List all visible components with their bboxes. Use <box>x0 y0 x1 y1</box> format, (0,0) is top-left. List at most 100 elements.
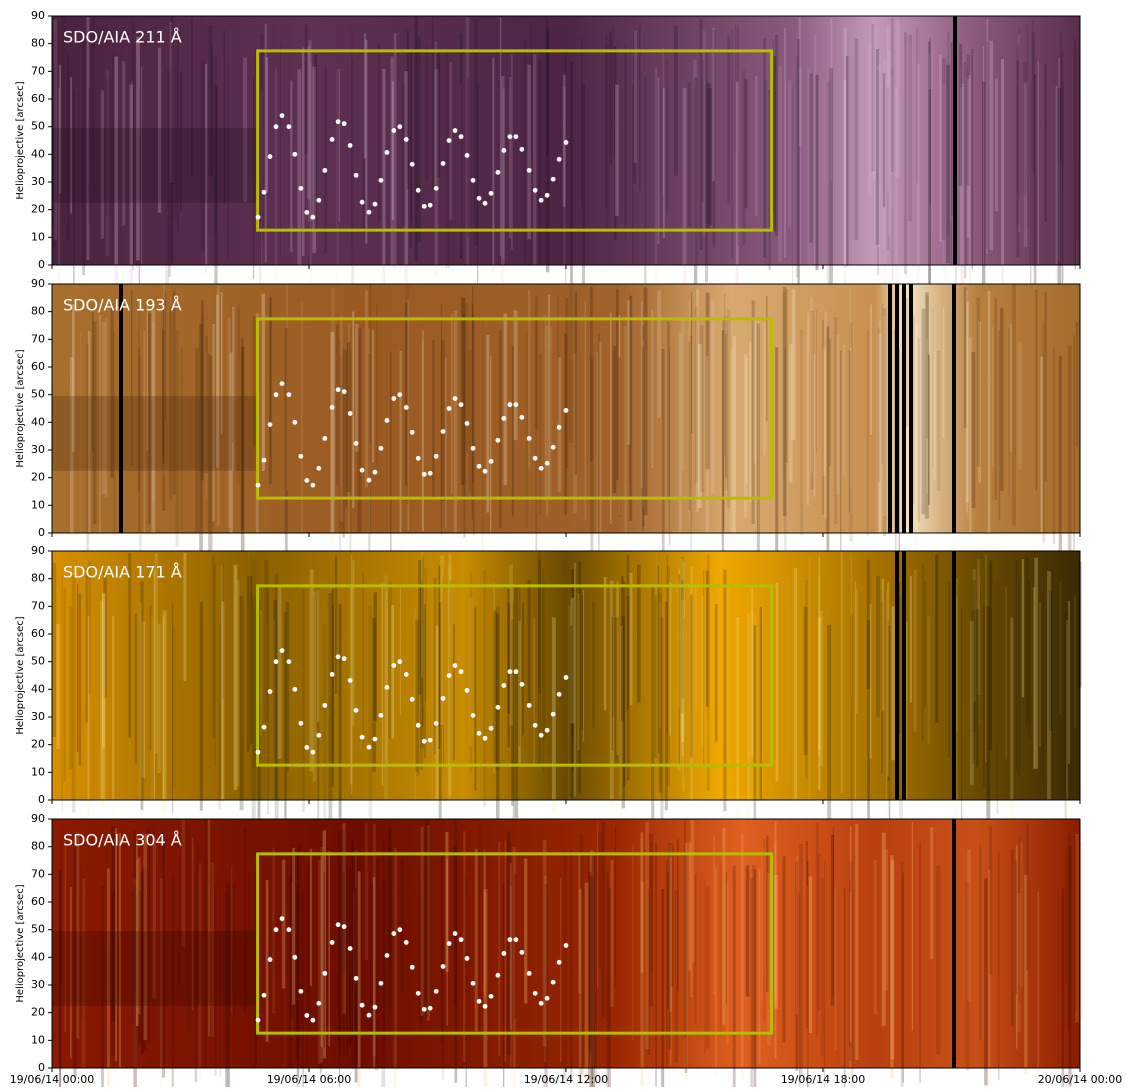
texture-stripe <box>405 285 409 505</box>
texture-stripe <box>677 579 681 771</box>
texture-stripe <box>936 350 941 492</box>
point <box>310 749 316 755</box>
texture-stripe <box>657 290 661 418</box>
texture-stripe <box>179 72 183 211</box>
texture-stripe <box>387 830 391 1016</box>
texture-stripe <box>463 831 466 1063</box>
point <box>488 725 494 731</box>
texture-stripe <box>357 328 362 533</box>
texture-stripe <box>347 342 351 492</box>
texture-stripe <box>136 59 138 268</box>
point <box>322 167 328 173</box>
texture-stripe <box>618 315 621 516</box>
texture-stripe <box>641 301 643 488</box>
texture-stripe <box>128 552 132 738</box>
point <box>310 482 316 488</box>
texture-stripe <box>501 75 505 283</box>
texture-stripe <box>1033 587 1036 769</box>
texture-stripe <box>732 336 736 577</box>
texture-stripe <box>1020 841 1023 987</box>
texture-stripe <box>908 34 913 222</box>
texture-stripe <box>130 289 133 466</box>
texture-stripe <box>745 358 748 485</box>
texture-stripe <box>320 847 324 1063</box>
texture-stripe <box>923 581 927 708</box>
texture-stripe <box>336 324 339 485</box>
texture-stripe <box>731 29 733 259</box>
texture-stripe <box>431 583 434 825</box>
texture-stripe <box>681 557 685 699</box>
texture-stripe <box>951 41 955 217</box>
texture-stripe <box>753 869 757 1091</box>
texture-stripe <box>176 30 179 232</box>
texture-stripe <box>80 865 83 1020</box>
texture-stripe <box>784 28 787 258</box>
point <box>501 148 507 153</box>
texture-stripe <box>569 286 573 443</box>
texture-stripe <box>878 333 882 535</box>
texture-stripe <box>524 858 528 1004</box>
texture-stripe <box>855 588 859 714</box>
texture-stripe <box>421 551 423 678</box>
texture-stripe <box>138 85 140 293</box>
texture-stripe <box>881 601 883 774</box>
texture-stripe <box>695 288 700 513</box>
point <box>255 214 261 220</box>
texture-stripe <box>750 878 753 1091</box>
texture-stripe <box>615 84 619 216</box>
image-texture <box>52 16 1079 331</box>
texture-stripe <box>965 882 970 1071</box>
texture-stripe <box>362 31 365 230</box>
texture-stripe <box>1068 600 1070 764</box>
y-tick-label: 90 <box>31 277 45 290</box>
texture-stripe <box>723 569 727 812</box>
point <box>409 964 415 970</box>
point <box>532 455 538 461</box>
texture-stripe <box>142 867 147 1051</box>
texture-stripe <box>260 609 262 736</box>
texture-stripe <box>807 67 810 278</box>
point <box>279 381 285 386</box>
texture-stripe <box>538 560 541 694</box>
texture-stripe <box>183 552 187 681</box>
texture-stripe <box>985 553 987 763</box>
point <box>495 704 501 710</box>
texture-stripe <box>1008 327 1010 496</box>
texture-stripe <box>452 624 455 761</box>
point <box>513 402 519 408</box>
y-tick-label: 0 <box>38 258 45 271</box>
texture-stripe <box>69 606 73 770</box>
texture-stripe <box>737 26 739 246</box>
texture-stripe <box>302 890 304 1091</box>
texture-stripe <box>331 605 334 765</box>
texture-stripe <box>462 314 466 501</box>
texture-stripe <box>596 822 599 989</box>
texture-stripe <box>982 46 985 270</box>
point <box>261 724 267 730</box>
point <box>501 683 507 688</box>
y-tick-label: 90 <box>31 812 45 825</box>
texture-stripe <box>416 63 419 204</box>
texture-stripe <box>948 582 950 758</box>
texture-stripe <box>507 603 510 748</box>
texture-stripe <box>749 341 752 503</box>
texture-stripe <box>72 89 75 289</box>
data-gap <box>895 551 899 800</box>
texture-stripe <box>1005 586 1007 759</box>
texture-stripe <box>544 884 548 1091</box>
texture-stripe <box>509 863 512 1030</box>
point <box>482 1003 488 1009</box>
point <box>372 736 378 742</box>
texture-stripe <box>624 326 628 534</box>
texture-stripe <box>1049 590 1053 732</box>
texture-stripe <box>71 304 75 452</box>
texture-stripe <box>194 871 198 1083</box>
texture-stripe <box>666 565 670 787</box>
point <box>267 957 273 962</box>
texture-stripe <box>913 569 917 732</box>
texture-stripe <box>420 826 424 1016</box>
texture-stripe <box>972 580 976 733</box>
texture-stripe <box>151 615 153 860</box>
texture-stripe <box>269 292 272 459</box>
texture-stripe <box>542 568 544 773</box>
